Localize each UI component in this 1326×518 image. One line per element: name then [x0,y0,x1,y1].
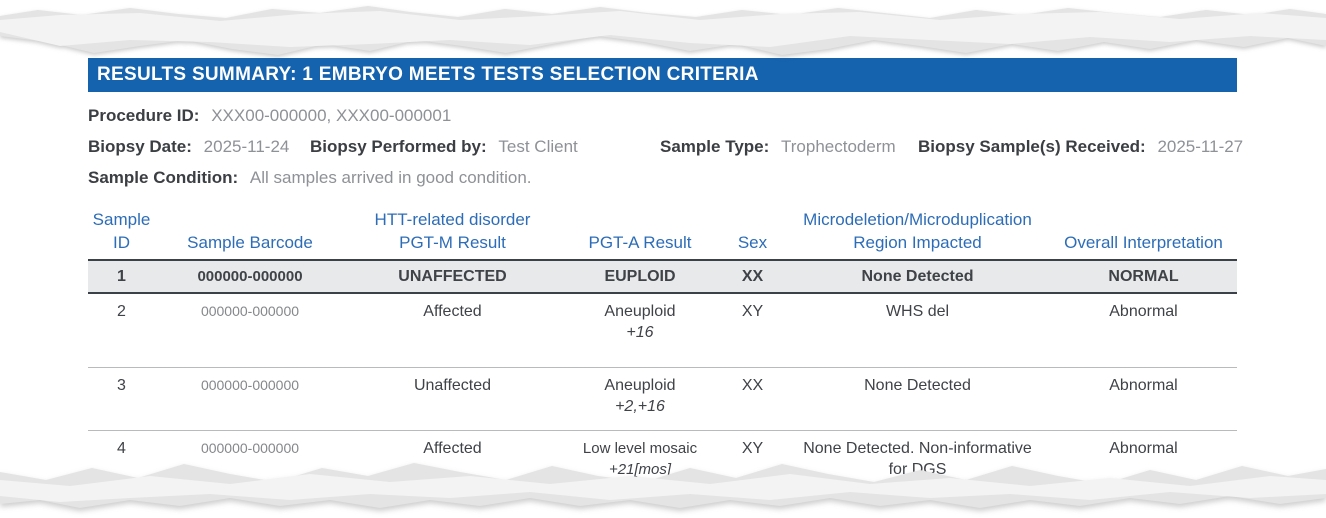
report-content: RESULTS SUMMARY: 1 EMBRYO MEETS TESTS SE… [88,58,1243,485]
cell-pgtm-result: UNAFFECTED [345,260,560,294]
cell-sample-barcode: 000000-000000 [155,430,345,485]
pgta-detail-text: +2,+16 [615,398,665,415]
cell-pgtm-result: Unaffected [345,367,560,431]
column-header-line: Microdeletion/Microduplication [803,210,1032,229]
sample-condition-value: All samples arrived in good condition. [249,168,532,187]
column-header-pgtm-result: HTT-related disorder PGT-M Result [345,208,560,261]
biopsy-date-label: Biopsy Date: [88,137,192,156]
column-header-line: Overall Interpretation [1064,233,1223,252]
column-header-line: PGT-A Result [588,233,692,252]
biopsy-samples-received-value: 2025-11-27 [1157,137,1244,156]
cell-region-impacted: None Detected [785,367,1050,431]
sample-condition-line: Sample Condition: All samples arrived in… [88,167,1237,189]
cell-sex: XX [720,260,785,294]
cell-pgta-result: Low level mosaic +21[mos] [560,430,720,485]
cell-pgtm-result: Affected [345,430,560,485]
biopsy-samples-received-group: Biopsy Sample(s) Received: 2025-11-27 [918,136,1243,158]
cell-pgta-result: Aneuploid +16 [560,293,720,368]
biopsy-date-group: Biopsy Date: 2025-11-24 [88,136,289,158]
barcode-text: 000000-000000 [200,440,300,456]
cell-overall-interpretation: Abnormal [1050,367,1237,431]
cell-overall-interpretation: NORMAL [1050,260,1237,294]
cell-region-impacted: None Detected [785,260,1050,294]
region-detail-text: for DGS [888,461,947,478]
procedure-id-value: XXX00-000000, XXX00-000001 [211,106,452,125]
sample-type-label: Sample Type: [660,137,770,156]
cell-sample-id: 3 [88,367,155,431]
table-row-sample-3: 3 000000-000000 Unaffected Aneuploid +2,… [88,367,1237,431]
biopsy-info-line: Biopsy Date: 2025-11-24 Biopsy Performed… [88,136,1243,158]
cell-region-impacted: WHS del [785,293,1050,368]
cell-sample-barcode: 000000-000000 [155,293,345,368]
column-header-pgta-result: PGT-A Result [560,208,720,261]
cell-overall-interpretation: Abnormal [1050,293,1237,368]
cell-sex: XX [720,367,785,431]
table-row-sample-4: 4 000000-000000 Affected Low level mosai… [88,430,1237,485]
biopsy-date-value: 2025-11-24 [203,137,290,156]
cell-pgta-result: Aneuploid +2,+16 [560,367,720,431]
column-header-line: Sex [737,233,768,252]
biopsy-performed-by-label: Biopsy Performed by: [310,137,487,156]
cell-sex: XY [720,293,785,368]
cell-sample-id: 2 [88,293,155,368]
barcode-text: 000000-000000 [200,303,300,319]
column-header-sample-barcode: Sample Barcode [155,208,345,261]
report-metadata: Procedure ID: XXX00-000000, XXX00-000001… [88,105,1243,189]
barcode-text: 000000-000000 [200,377,300,393]
pgta-main-text: Aneuploid [604,377,676,394]
cell-sample-id: 1 [88,260,155,294]
results-summary-title: RESULTS SUMMARY: 1 EMBRYO MEETS TESTS SE… [97,64,759,85]
biopsy-performed-by-value: Test Client [498,137,578,156]
table-row-sample-1-highlighted: 1 000000-000000 UNAFFECTED EUPLOID XX No… [88,260,1237,294]
results-table: Sample ID Sample Barcode HTT-related dis… [88,208,1237,485]
cell-overall-interpretation: Abnormal [1050,430,1237,485]
sample-type-value: Trophectoderm [781,137,896,156]
column-header-sample-id: Sample ID [88,208,155,261]
column-header-line: Sample [92,210,151,229]
table-header-row: Sample ID Sample Barcode HTT-related dis… [88,208,1237,261]
procedure-id-label: Procedure ID: [88,106,200,125]
torn-paper-edge-top [0,6,1326,55]
cell-sample-barcode: 000000-000000 [155,260,345,294]
pgta-detail-text: +21[mos] [608,461,672,478]
cell-region-impacted: None Detected. Non-informative for DGS [785,430,1050,485]
pgta-main-text: Low level mosaic [582,440,698,457]
biopsy-performed-by-group: Biopsy Performed by: Test Client [310,136,578,158]
procedure-id-line: Procedure ID: XXX00-000000, XXX00-000001 [88,105,1237,127]
column-header-sex: Sex [720,208,785,261]
biopsy-samples-received-label: Biopsy Sample(s) Received: [918,137,1146,156]
column-header-line: Region Impacted [853,233,982,252]
cell-sex: XY [720,430,785,485]
pgta-detail-text: +16 [626,324,654,341]
results-summary-header-bar: RESULTS SUMMARY: 1 EMBRYO MEETS TESTS SE… [88,58,1237,92]
pgta-main-text: Aneuploid [604,303,676,320]
cell-sample-id: 4 [88,430,155,485]
region-main-text: None Detected. Non-informative [803,440,1032,457]
cell-sample-barcode: 000000-000000 [155,367,345,431]
cell-pgtm-result: Affected [345,293,560,368]
column-header-line: ID [113,233,130,252]
column-header-line: HTT-related disorder [374,210,531,229]
sample-condition-label: Sample Condition: [88,168,239,187]
column-header-region-impacted: Microdeletion/Microduplication Region Im… [785,208,1050,261]
column-header-overall-interpretation: Overall Interpretation [1050,208,1237,261]
cell-pgta-result: EUPLOID [560,260,720,294]
column-header-line: Sample Barcode [187,233,313,252]
column-header-line: PGT-M Result [399,233,506,252]
table-row-sample-2: 2 000000-000000 Affected Aneuploid +16 X… [88,293,1237,368]
sample-type-group: Sample Type: Trophectoderm [660,136,896,158]
